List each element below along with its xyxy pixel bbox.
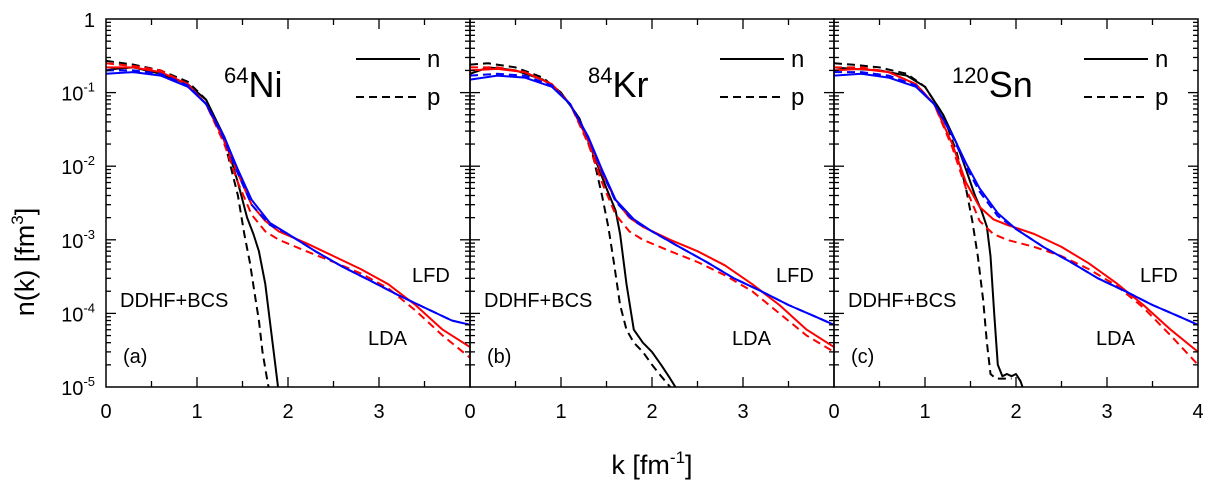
x-tick-label: 1: [191, 401, 202, 423]
x-tick-label: 0: [464, 401, 475, 423]
x-tick-label: 1: [555, 401, 566, 423]
panel-b: 0 1 2 3 84Kr np DDHF+BCS LFD LDA (b): [464, 18, 835, 423]
y-tick-base: 10: [61, 231, 83, 253]
y-ticks: [106, 21, 470, 366]
y-tick-label: 10-5: [61, 374, 95, 400]
series-lda-p: [834, 71, 1198, 326]
x-ticks: 0 1 2 3 4: [828, 19, 1204, 423]
y-tick-base: 10: [61, 157, 83, 179]
annotation-ddhf-bcs: DDHF+BCS: [120, 290, 228, 312]
series-lda-p: [106, 69, 470, 326]
nucleus-mass: 120: [952, 63, 989, 88]
y-tick-base: 10: [61, 378, 83, 400]
series-lfd-n: [106, 66, 470, 348]
y-tick-label: 10-2: [61, 153, 95, 179]
x-tick-label: 3: [373, 401, 384, 423]
series-lfd-p: [834, 66, 1198, 366]
series-ddhf-p: [106, 59, 270, 387]
curves: [834, 62, 1198, 387]
legend-label-n: n: [427, 46, 440, 73]
x-axis-label-end: ]: [685, 450, 693, 480]
y-axis-label-main: n(k) [fm: [10, 225, 40, 317]
annotation-lfd: LFD: [412, 265, 450, 287]
annotation-lda: LDA: [1096, 328, 1136, 350]
annotation-ddhf-bcs: DDHF+BCS: [484, 290, 592, 312]
x-tick-label: 0: [100, 401, 111, 423]
y-axis-label-end: ]: [10, 208, 40, 216]
nucleus-label: 120Sn: [952, 63, 1033, 105]
series-lda-n: [834, 72, 1198, 326]
x-tick-label: 3: [1101, 401, 1112, 423]
annotation-lda: LDA: [732, 328, 772, 350]
y-tick-label: 10-1: [61, 80, 95, 106]
panel-label: (a): [123, 346, 147, 368]
nucleus-symbol: Sn: [989, 64, 1033, 105]
nucleus-mass: 84: [588, 63, 612, 88]
y-tick-exponent: -1: [83, 80, 95, 95]
nucleus-symbol: Kr: [612, 64, 648, 105]
legend: np: [356, 46, 440, 111]
legend-label-p: p: [791, 84, 804, 111]
y-tick-labels: 110-110-210-310-410-5: [61, 10, 95, 400]
panel-label: (b): [487, 346, 511, 368]
y-tick-label: 10-3: [61, 227, 95, 253]
x-tick-label: 0: [828, 401, 839, 423]
panel-c: 0 1 2 3 4 120Sn np DDHF+BCS LFD LDA (c): [828, 18, 1204, 423]
nucleus-label: 64Ni: [224, 63, 282, 105]
x-tick-label: 4: [1192, 401, 1203, 423]
annotation-lfd: LFD: [776, 265, 814, 287]
y-tick-label: 1: [84, 10, 95, 32]
y-tick-base: 10: [61, 304, 83, 326]
y-axis-label: n(k) [fm3]: [8, 208, 40, 316]
series-ddhf-p: [834, 62, 1012, 380]
x-tick-label: 2: [282, 401, 293, 423]
y-tick-exponent: -3: [83, 227, 95, 242]
y-axis-label-sup: 3: [8, 215, 27, 224]
nucleus-symbol: Ni: [248, 64, 282, 105]
nucleus-label: 84Kr: [588, 63, 648, 105]
y-tick-exponent: -5: [83, 374, 95, 389]
x-ticks: 0 1 2 3: [464, 19, 790, 423]
x-tick-label: 2: [646, 401, 657, 423]
series-lfd-p: [470, 66, 834, 353]
y-tick-exponent: -2: [83, 153, 95, 168]
legend: np: [720, 46, 804, 111]
x-axis-label-sup: -1: [670, 448, 685, 467]
series-lda-p: [470, 72, 834, 326]
legend: np: [1084, 46, 1168, 111]
curves: [470, 62, 834, 387]
x-tick-label: 2: [1010, 401, 1021, 423]
panel-a: 0 1 2 3 64Ni np DDHF+BCS LFD LDA (a): [100, 18, 471, 423]
legend-label-p: p: [1155, 84, 1168, 111]
curves: [106, 59, 470, 387]
series-lfd-p: [106, 62, 470, 359]
y-tick-label: 10-4: [61, 300, 95, 326]
y-tick-base: 10: [61, 84, 83, 106]
y-ticks: [834, 21, 1198, 366]
y-ticks: [470, 21, 834, 366]
legend-label-p: p: [427, 84, 440, 111]
x-axis-label: k [fm-1]: [611, 448, 692, 480]
x-axis-label-main: k [fm: [611, 450, 670, 480]
annotation-ddhf-bcs: DDHF+BCS: [848, 290, 956, 312]
legend-label-n: n: [1155, 46, 1168, 73]
legend-label-n: n: [791, 46, 804, 73]
annotation-lda: LDA: [368, 328, 408, 350]
y-tick-exponent: -4: [83, 300, 95, 315]
x-ticks: 0 1 2 3: [100, 19, 426, 423]
series-ddhf-n: [834, 66, 1024, 387]
panel-label: (c): [851, 346, 874, 368]
nucleus-mass: 64: [224, 63, 248, 88]
x-tick-label: 3: [737, 401, 748, 423]
series-lda-n: [470, 74, 834, 326]
x-tick-label: 1: [919, 401, 930, 423]
series-ddhf-p: [470, 62, 671, 387]
annotation-lfd: LFD: [1140, 265, 1178, 287]
